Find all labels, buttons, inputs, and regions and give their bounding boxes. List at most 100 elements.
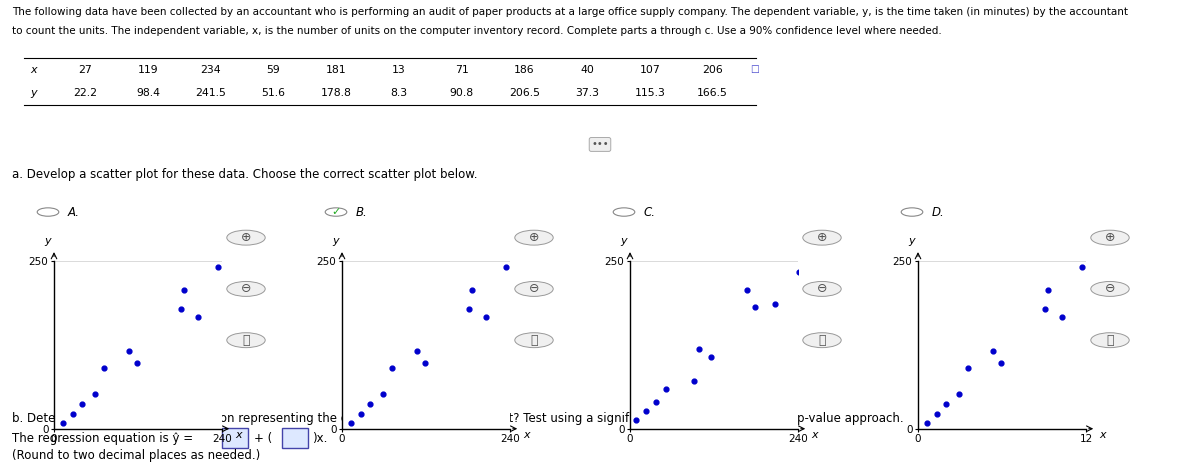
- Point: [94, 364, 113, 371]
- Text: x: x: [1099, 431, 1106, 440]
- Circle shape: [803, 230, 841, 245]
- Text: 115.3: 115.3: [635, 88, 665, 98]
- Point: [415, 359, 434, 366]
- Point: [476, 313, 496, 321]
- Point: [684, 377, 703, 385]
- Text: 13: 13: [392, 65, 406, 75]
- Text: b. Determine the regression equation representing the data. Is the model signifi: b. Determine the regression equation rep…: [12, 412, 904, 425]
- Text: 8.3: 8.3: [390, 88, 408, 98]
- Circle shape: [613, 208, 635, 216]
- Point: [188, 313, 208, 321]
- Text: 186: 186: [514, 65, 535, 75]
- Text: ⧉: ⧉: [242, 334, 250, 347]
- Text: 22.2: 22.2: [73, 88, 97, 98]
- Circle shape: [803, 281, 841, 296]
- Text: •••: •••: [592, 139, 608, 150]
- Point: [85, 391, 104, 398]
- Point: [745, 303, 764, 311]
- Point: [991, 359, 1010, 366]
- Point: [209, 263, 228, 270]
- Point: [949, 391, 968, 398]
- Text: ⊕: ⊕: [529, 231, 539, 244]
- FancyBboxPatch shape: [222, 428, 248, 448]
- Circle shape: [515, 281, 553, 296]
- Point: [463, 287, 482, 294]
- Text: ⊕: ⊕: [241, 231, 251, 244]
- Text: ✓: ✓: [331, 207, 341, 217]
- Point: [1073, 263, 1092, 270]
- Text: y: y: [332, 236, 338, 246]
- Text: + (: + (: [254, 432, 272, 445]
- Text: 178.8: 178.8: [320, 88, 352, 98]
- Circle shape: [1091, 230, 1129, 245]
- Point: [72, 400, 91, 407]
- Point: [1036, 305, 1055, 313]
- Text: y: y: [30, 88, 37, 98]
- Point: [172, 305, 191, 313]
- Text: (Round to two decimal places as needed.): (Round to two decimal places as needed.): [12, 449, 260, 462]
- Text: 241.5: 241.5: [196, 88, 227, 98]
- Point: [928, 410, 947, 418]
- Text: y: y: [908, 236, 914, 246]
- Circle shape: [227, 281, 265, 296]
- Circle shape: [37, 208, 59, 216]
- Text: 234: 234: [200, 65, 221, 75]
- Point: [460, 305, 479, 313]
- Text: 27: 27: [78, 65, 92, 75]
- Text: ⧉: ⧉: [1106, 334, 1114, 347]
- Point: [373, 391, 392, 398]
- Point: [958, 364, 977, 371]
- Text: ⊖: ⊖: [529, 282, 539, 295]
- Text: C.: C.: [643, 206, 655, 219]
- Point: [382, 364, 401, 371]
- Point: [1052, 313, 1072, 321]
- Text: B.: B.: [355, 206, 367, 219]
- Point: [936, 400, 955, 407]
- Text: ⊕: ⊕: [1105, 231, 1115, 244]
- Point: [764, 300, 784, 308]
- Text: 206: 206: [702, 65, 724, 75]
- Point: [64, 410, 83, 418]
- Text: ⧉: ⧉: [530, 334, 538, 347]
- Text: 206.5: 206.5: [509, 88, 540, 98]
- Text: 51.6: 51.6: [262, 88, 286, 98]
- Text: D.: D.: [931, 206, 944, 219]
- Text: ⊕: ⊕: [817, 231, 827, 244]
- Point: [352, 410, 371, 418]
- Circle shape: [1091, 333, 1129, 348]
- Point: [342, 419, 361, 427]
- Text: )x.: )x.: [312, 432, 328, 445]
- Circle shape: [325, 208, 347, 216]
- Text: ⊖: ⊖: [241, 282, 251, 295]
- Text: 59: 59: [266, 65, 281, 75]
- Text: x: x: [30, 65, 37, 75]
- Point: [918, 419, 937, 427]
- Point: [54, 419, 73, 427]
- Point: [175, 287, 194, 294]
- Text: 40: 40: [581, 65, 594, 75]
- Text: x: x: [235, 431, 242, 440]
- Point: [689, 345, 708, 353]
- Circle shape: [515, 230, 553, 245]
- Circle shape: [1091, 281, 1129, 296]
- Circle shape: [227, 230, 265, 245]
- Text: y: y: [44, 236, 50, 246]
- Point: [790, 268, 809, 275]
- Point: [701, 353, 720, 361]
- Circle shape: [803, 333, 841, 348]
- Text: 181: 181: [326, 65, 347, 75]
- Point: [636, 407, 655, 414]
- Text: 90.8: 90.8: [450, 88, 474, 98]
- Text: ⊖: ⊖: [1105, 282, 1115, 295]
- Text: 71: 71: [455, 65, 469, 75]
- Text: 107: 107: [640, 65, 660, 75]
- Point: [119, 348, 138, 355]
- Point: [1039, 287, 1058, 294]
- Point: [737, 287, 756, 294]
- Text: x: x: [523, 431, 530, 440]
- Text: 37.3: 37.3: [575, 88, 599, 98]
- FancyBboxPatch shape: [282, 428, 308, 448]
- Point: [407, 348, 426, 355]
- Text: to count the units. The independent variable, x, is the number of units on the c: to count the units. The independent vari…: [12, 26, 942, 35]
- Circle shape: [227, 333, 265, 348]
